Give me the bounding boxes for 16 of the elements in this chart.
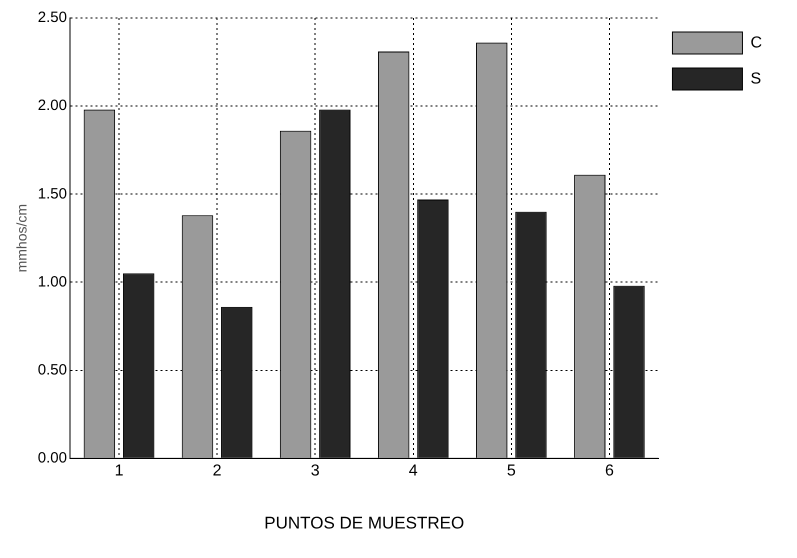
legend-label: C <box>750 34 762 52</box>
y-tick-label: 2.50 <box>38 9 67 26</box>
y-tick-label: 1.50 <box>38 185 67 202</box>
y-axis-title: mmhos/cm <box>13 204 30 272</box>
y-tick-label: 0.50 <box>38 361 67 378</box>
x-tick-label: 3 <box>310 462 320 480</box>
x-tick-label: 4 <box>408 462 418 480</box>
y-tick-label: 1.00 <box>38 273 67 290</box>
x-axis-title: PUNTOS DE MUESTREO <box>264 513 464 532</box>
y-tick-label: 0.00 <box>38 450 67 467</box>
x-tick-label: 1 <box>114 462 124 480</box>
x-tick-label: 5 <box>506 462 516 480</box>
legend-label: S <box>750 70 762 88</box>
y-tick-label: 2.00 <box>38 97 67 114</box>
x-tick-label: 2 <box>212 462 222 480</box>
x-tick-label: 6 <box>604 462 614 480</box>
